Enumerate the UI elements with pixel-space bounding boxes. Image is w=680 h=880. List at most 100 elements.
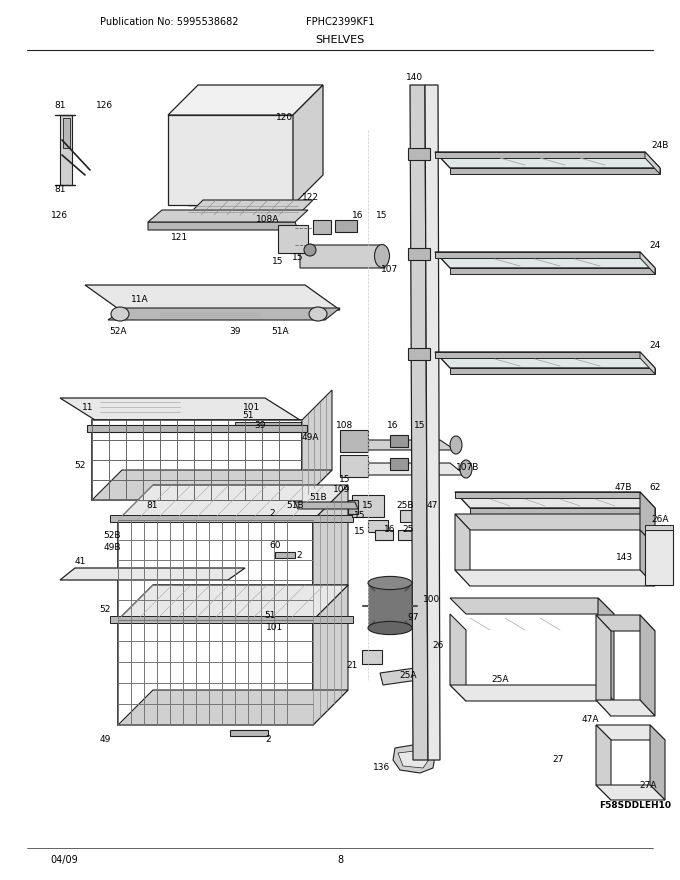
Text: 15: 15: [339, 475, 351, 485]
Text: 81: 81: [54, 186, 66, 194]
Text: SHELVES: SHELVES: [316, 35, 364, 45]
Bar: [390, 435, 408, 447]
Text: 15: 15: [376, 210, 388, 219]
Polygon shape: [435, 152, 660, 168]
Text: 15: 15: [354, 510, 366, 519]
Text: 140: 140: [407, 74, 424, 83]
Polygon shape: [596, 725, 665, 740]
Bar: [390, 458, 408, 470]
Text: 39: 39: [229, 327, 241, 336]
Text: 8: 8: [337, 855, 343, 865]
Polygon shape: [393, 743, 435, 773]
Text: 24B: 24B: [651, 141, 668, 150]
Text: 52A: 52A: [109, 327, 126, 336]
Polygon shape: [60, 115, 72, 185]
Text: 21: 21: [346, 661, 358, 670]
Text: 15: 15: [362, 501, 374, 510]
Ellipse shape: [368, 576, 412, 590]
Polygon shape: [230, 730, 268, 736]
Polygon shape: [455, 492, 640, 498]
Bar: [408, 148, 430, 160]
Ellipse shape: [375, 245, 390, 268]
Text: 47B: 47B: [614, 482, 632, 492]
Text: 24: 24: [649, 341, 661, 349]
Bar: [400, 510, 420, 522]
Text: 41: 41: [74, 558, 86, 567]
Bar: [118, 520, 313, 620]
Polygon shape: [63, 118, 70, 148]
Polygon shape: [435, 352, 640, 358]
Polygon shape: [455, 514, 655, 530]
Polygon shape: [293, 85, 323, 205]
Polygon shape: [645, 152, 660, 174]
Text: 16: 16: [387, 421, 398, 429]
Text: 51B: 51B: [309, 493, 327, 502]
Text: 120: 120: [277, 114, 294, 122]
Text: 101: 101: [267, 624, 284, 633]
Text: 2: 2: [269, 510, 275, 518]
Polygon shape: [455, 492, 655, 508]
Polygon shape: [118, 585, 348, 620]
Ellipse shape: [460, 460, 472, 478]
Text: 51B: 51B: [286, 501, 304, 510]
Text: 25A: 25A: [399, 671, 417, 679]
Polygon shape: [380, 668, 418, 685]
Text: 52: 52: [99, 605, 111, 614]
Text: 16: 16: [384, 525, 396, 534]
Bar: [375, 530, 393, 540]
Bar: [278, 225, 308, 253]
Text: 04/09: 04/09: [50, 855, 78, 865]
Text: 24: 24: [649, 240, 661, 250]
Text: 51: 51: [265, 612, 276, 620]
Polygon shape: [148, 210, 308, 222]
Text: F58SDDLEH10: F58SDDLEH10: [599, 801, 671, 810]
Bar: [335, 220, 357, 232]
Polygon shape: [345, 440, 455, 450]
Text: 47A: 47A: [581, 715, 599, 724]
Text: 25: 25: [403, 525, 413, 534]
Polygon shape: [598, 598, 614, 701]
Text: 27A: 27A: [639, 781, 657, 789]
Text: 49: 49: [99, 736, 111, 744]
Polygon shape: [450, 614, 466, 701]
Polygon shape: [425, 85, 440, 760]
Polygon shape: [92, 470, 332, 500]
Ellipse shape: [450, 436, 462, 454]
Polygon shape: [300, 245, 385, 268]
Text: 126: 126: [52, 210, 69, 219]
Polygon shape: [596, 700, 655, 716]
Bar: [415, 458, 437, 470]
Text: 39: 39: [254, 422, 266, 430]
Text: 25B: 25B: [396, 501, 413, 510]
Polygon shape: [450, 168, 660, 174]
Polygon shape: [596, 725, 611, 800]
Bar: [340, 455, 368, 477]
Bar: [313, 220, 331, 234]
Text: 26: 26: [432, 641, 443, 649]
Text: FPHC2399KF1: FPHC2399KF1: [306, 17, 374, 27]
Polygon shape: [596, 785, 665, 800]
Polygon shape: [645, 525, 673, 530]
Polygon shape: [168, 85, 323, 115]
Bar: [340, 430, 368, 452]
Polygon shape: [118, 690, 348, 725]
Polygon shape: [640, 530, 655, 586]
Polygon shape: [470, 508, 655, 514]
Text: 143: 143: [617, 554, 634, 562]
Text: 122: 122: [301, 194, 318, 202]
Text: 101: 101: [243, 404, 260, 413]
Polygon shape: [435, 152, 645, 158]
Text: 25A: 25A: [491, 676, 509, 685]
Text: 49B: 49B: [103, 544, 121, 553]
Text: 47: 47: [426, 501, 438, 510]
Text: 60: 60: [269, 540, 281, 549]
Bar: [645, 530, 673, 585]
Text: 26A: 26A: [651, 516, 668, 524]
Polygon shape: [313, 485, 348, 620]
Bar: [118, 620, 313, 725]
Polygon shape: [640, 492, 655, 546]
Text: 107: 107: [381, 266, 398, 275]
Polygon shape: [118, 585, 348, 620]
Bar: [415, 435, 437, 447]
Text: 108A: 108A: [256, 216, 279, 224]
